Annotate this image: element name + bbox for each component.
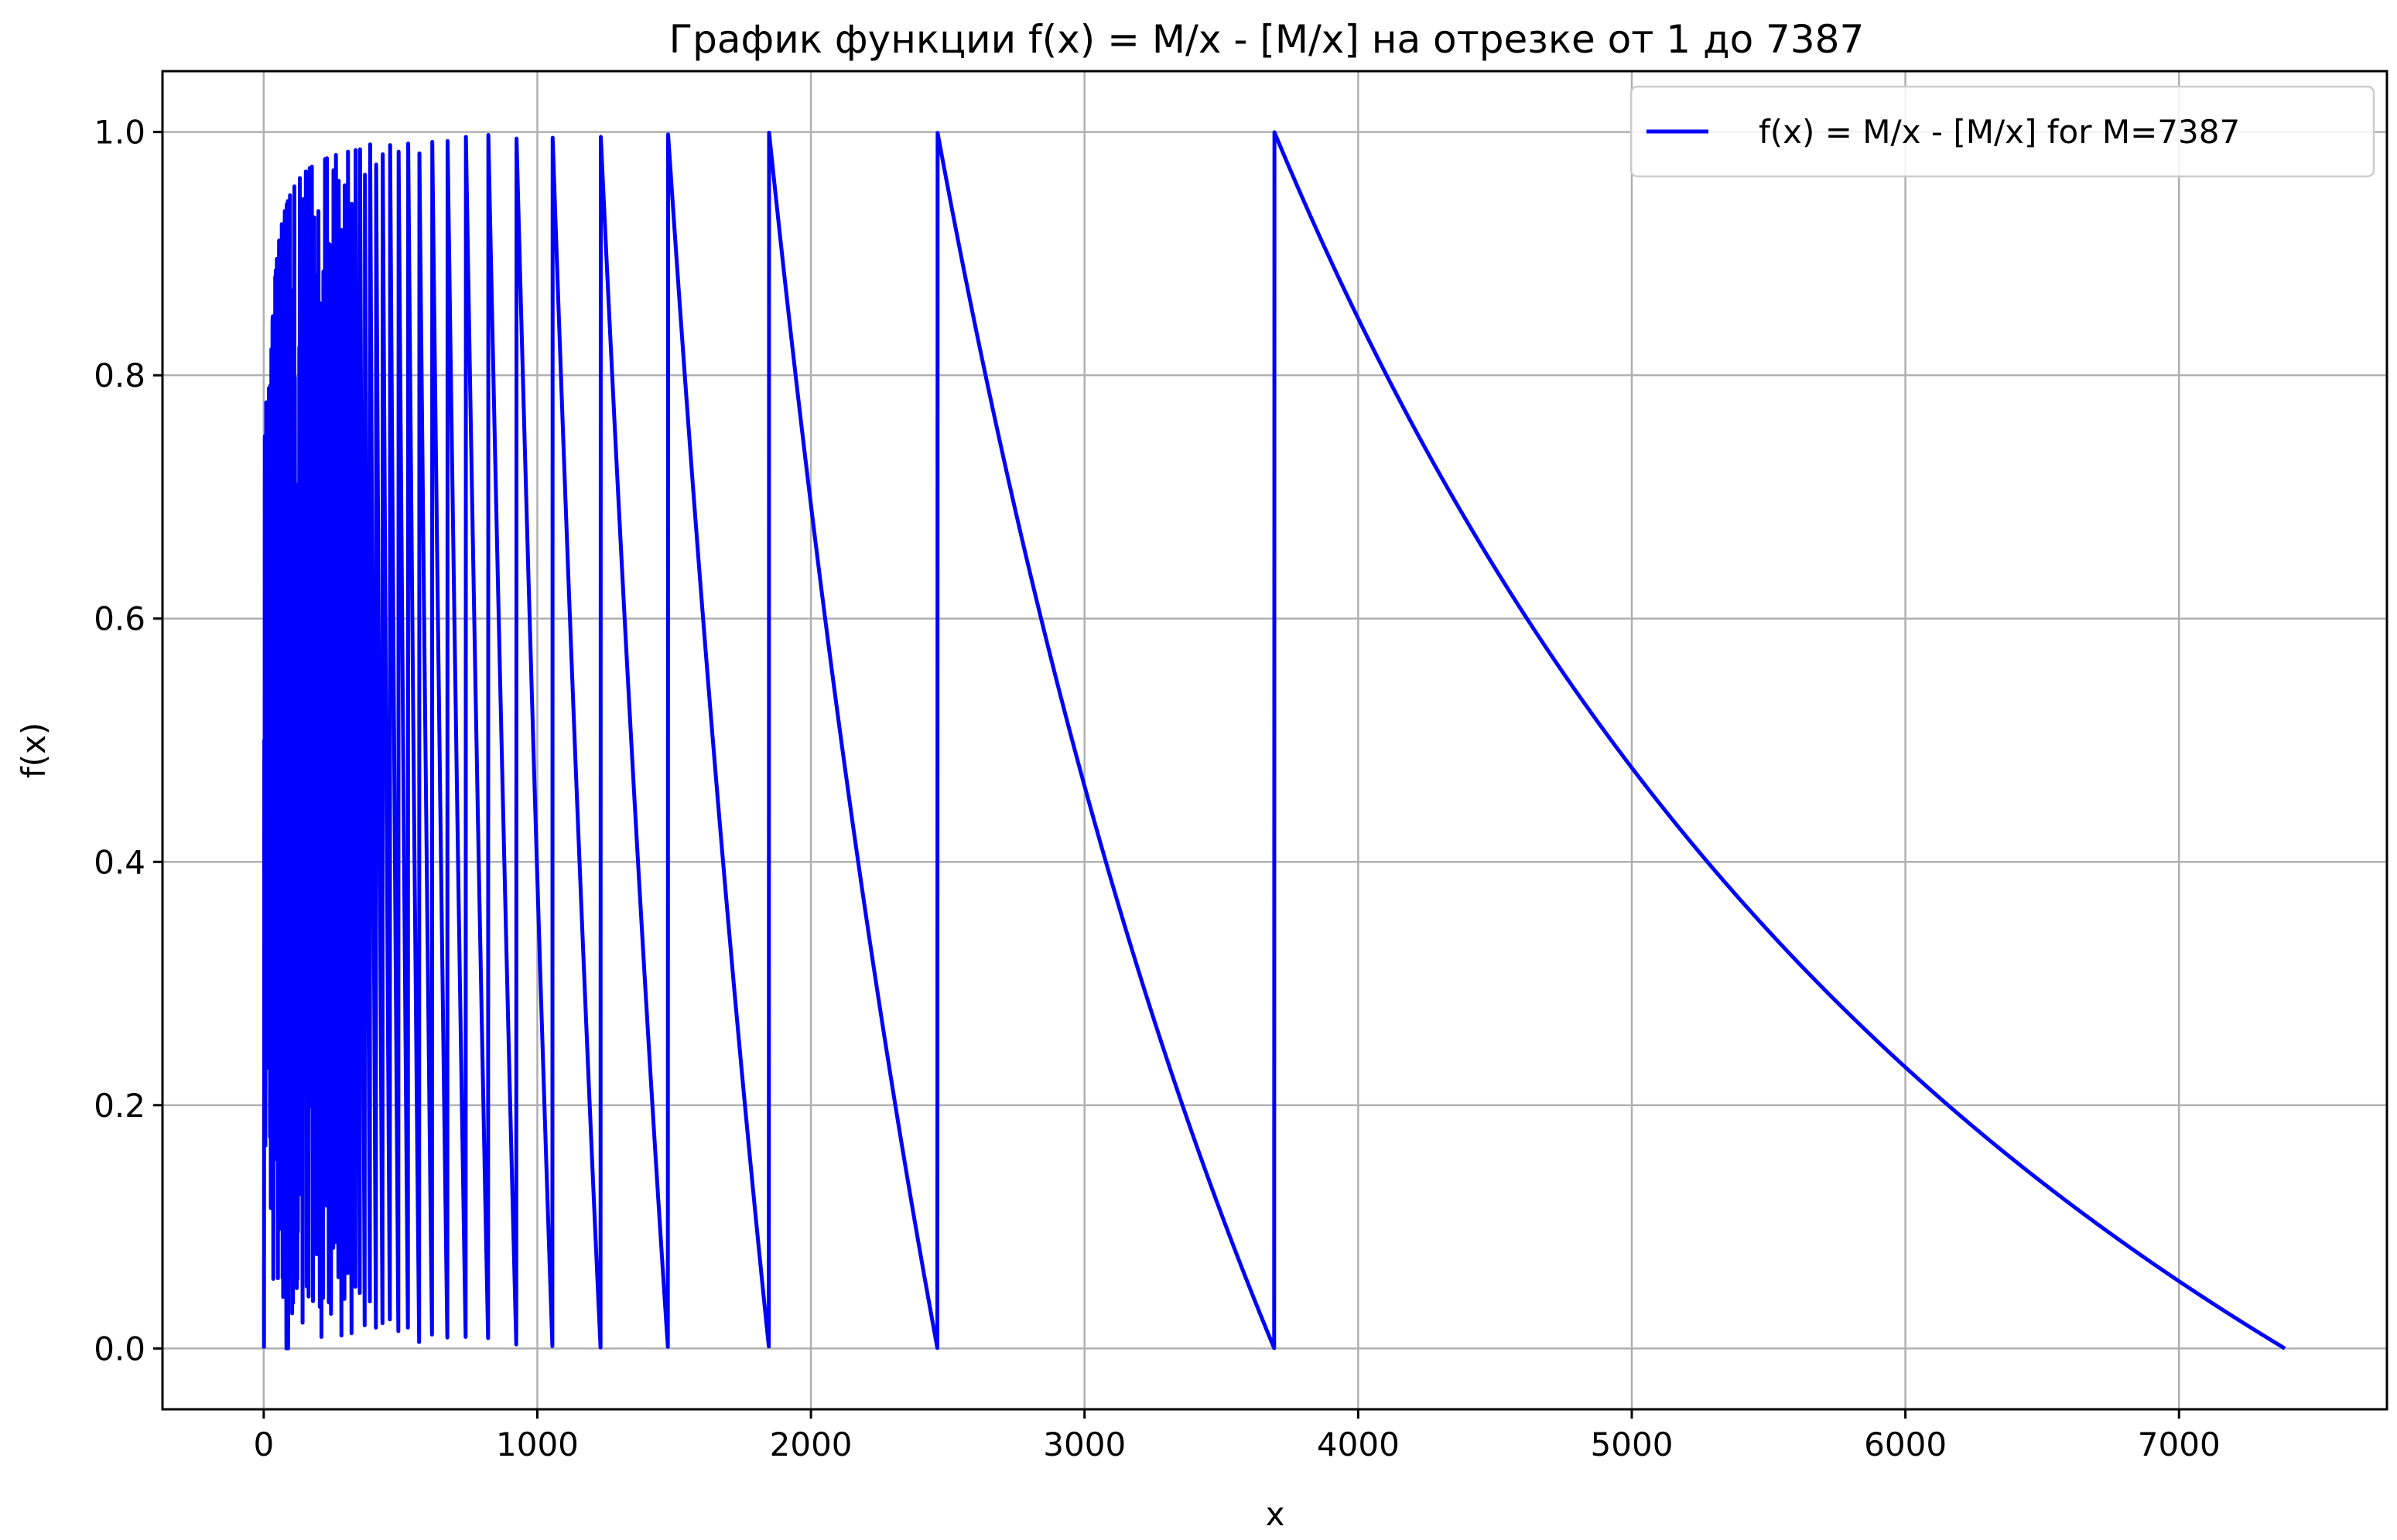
x-tick-label-6: 6000	[1864, 1426, 1947, 1463]
axes-frame	[161, 70, 2388, 1411]
legend-box	[1629, 85, 2375, 178]
x-tick-label-1: 1000	[496, 1426, 579, 1463]
x-tick-label-0: 0	[253, 1426, 274, 1463]
x-tick-label-7: 7000	[2138, 1426, 2221, 1463]
x-tick-label-5: 5000	[1591, 1426, 1674, 1463]
legend-label-0: f(x) = M/x - [M/x] for M=7387	[1759, 113, 2240, 151]
x-tick-label-2: 2000	[770, 1426, 853, 1463]
y-tick-label-0: 0.0	[94, 1330, 145, 1368]
y-axis-label: f(x)	[15, 722, 53, 778]
chart-title: График функции f(x) = M/x - [M/x] на отр…	[669, 17, 1865, 62]
x-axis-label: x	[1266, 1495, 1285, 1533]
x-tick-label-3: 3000	[1043, 1426, 1126, 1463]
y-tick-label-1: 0.2	[94, 1087, 145, 1125]
y-tick-label-5: 1.0	[94, 114, 145, 152]
y-tick-label-3: 0.6	[94, 600, 145, 638]
y-tick-label-4: 0.8	[94, 357, 145, 394]
x-tick-label-4: 4000	[1317, 1426, 1400, 1463]
series-line-0	[262, 130, 2287, 1350]
plot-area: 0 1000 2000 3000 4000 5000 6000 7000 0.0 0.2 0.4 0.…	[94, 70, 2388, 1463]
y-tick-label-2: 0.4	[94, 843, 145, 881]
